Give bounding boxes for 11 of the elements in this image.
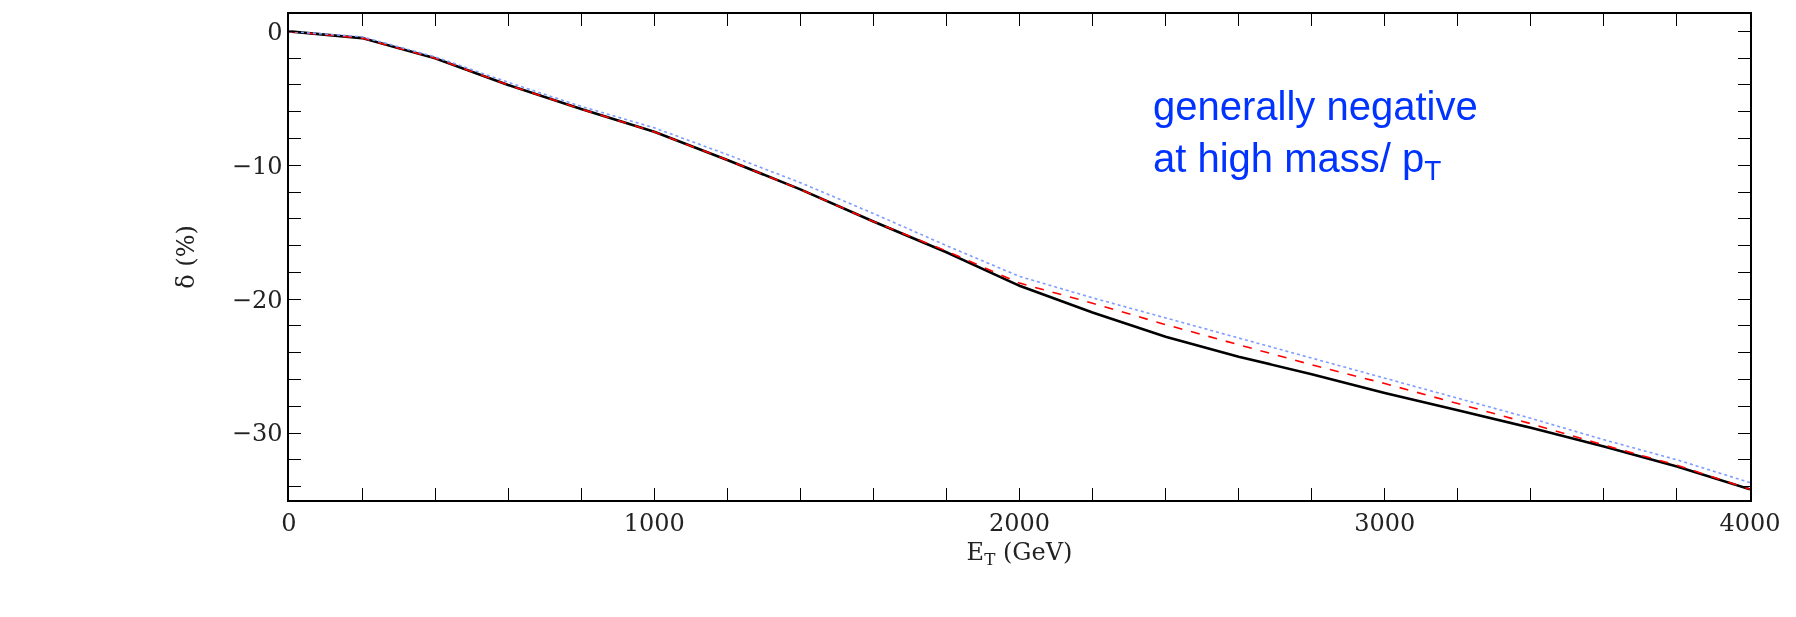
x-axis-title: E$_{T}$ (GeV)	[966, 538, 1073, 570]
y-axis-title: δ (%)	[172, 225, 201, 289]
x-tick-label: 1000	[623, 508, 685, 537]
y-tick-label: −10	[231, 151, 283, 180]
annotation: generally negative at high mass/ p$_{T}$	[1153, 84, 1478, 187]
y-tick-label: 0	[267, 17, 283, 46]
y-tick-label: −30	[231, 419, 283, 448]
x-tick-label: 4000	[1719, 508, 1781, 537]
x-tick-label: 2000	[988, 508, 1051, 537]
y-tick-label: −20	[231, 285, 283, 314]
x-tick-label: 3000	[1354, 508, 1416, 537]
